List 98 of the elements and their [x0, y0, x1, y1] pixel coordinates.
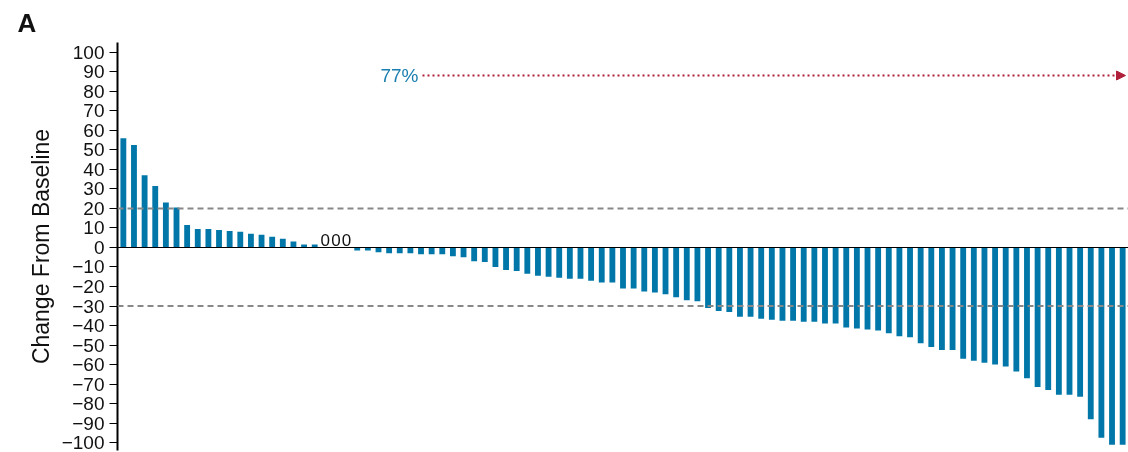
bar	[683, 247, 690, 301]
y-tick-label: −100	[61, 432, 105, 452]
bar	[141, 175, 148, 248]
bar	[1024, 247, 1030, 379]
bar	[875, 247, 882, 331]
bar	[885, 247, 892, 334]
bar	[439, 247, 446, 255]
bar	[131, 144, 137, 248]
bar	[237, 231, 244, 248]
bar	[960, 247, 967, 359]
bar	[609, 247, 616, 283]
bar	[1002, 247, 1009, 367]
chart-title: A	[17, 7, 37, 38]
bar	[524, 247, 531, 274]
y-tick-label: 10	[83, 217, 105, 239]
bar	[247, 233, 254, 248]
bar	[832, 247, 839, 324]
bar	[1109, 247, 1115, 445]
y-tick-label: −50	[72, 334, 105, 356]
bar	[992, 247, 999, 365]
bar	[588, 247, 595, 281]
bar	[545, 247, 552, 277]
bar	[620, 247, 626, 289]
bar	[726, 247, 733, 312]
y-tick-label: −20	[72, 276, 105, 298]
bar	[715, 247, 722, 311]
bar	[503, 247, 509, 270]
bar	[162, 202, 169, 248]
bar	[800, 247, 807, 322]
y-tick-label: 40	[83, 158, 105, 180]
bar	[226, 230, 233, 248]
bar	[152, 185, 159, 248]
bar	[790, 247, 797, 321]
y-tick-label: 90	[83, 61, 105, 83]
y-tick-label: 80	[83, 80, 105, 102]
bar	[758, 247, 765, 319]
y-tick-label: −80	[72, 393, 105, 415]
bar	[194, 228, 201, 248]
y-tick-label: 70	[83, 100, 105, 122]
bar	[205, 228, 212, 248]
bar	[737, 247, 743, 317]
bar	[1119, 247, 1126, 445]
bar	[651, 247, 658, 293]
bar	[917, 247, 924, 344]
bar	[853, 247, 860, 329]
bar	[1087, 247, 1094, 420]
bar	[1013, 247, 1020, 372]
bar	[598, 247, 605, 283]
bar	[120, 138, 127, 248]
data-label: 0	[320, 231, 331, 251]
bar	[513, 247, 520, 271]
y-tick-label: 60	[83, 119, 105, 141]
bar	[1077, 247, 1084, 397]
bar	[843, 247, 850, 328]
bar	[269, 236, 276, 248]
bar	[822, 247, 828, 324]
data-label: 0	[341, 231, 352, 251]
y-tick-label: −40	[72, 315, 105, 337]
bar	[481, 247, 488, 263]
y-tick-label: 100	[72, 41, 105, 63]
bar	[279, 238, 286, 248]
bar	[216, 229, 222, 248]
bar	[1098, 247, 1105, 438]
bar	[471, 247, 478, 262]
bar	[1034, 247, 1041, 388]
bar	[768, 247, 775, 320]
annotation: 77%	[380, 65, 419, 86]
y-tick-label: 0	[93, 236, 105, 258]
y-tick-label: −90	[72, 412, 105, 434]
bar	[811, 247, 818, 322]
y-tick-label: −30	[72, 295, 105, 317]
bar	[907, 247, 913, 338]
y-tick-label: 20	[83, 197, 105, 219]
bar	[694, 247, 701, 302]
bar	[673, 247, 680, 298]
bar	[705, 247, 711, 308]
y-tick-label: −70	[72, 373, 105, 395]
bar	[556, 247, 563, 278]
y-tick-label: −60	[72, 354, 105, 376]
y-tick-label: −10	[72, 256, 105, 278]
data-label: 0	[331, 231, 341, 251]
bar	[535, 247, 541, 276]
bar	[184, 225, 191, 248]
bar	[1045, 247, 1052, 390]
y-tick-label: 50	[83, 139, 105, 161]
bar	[896, 247, 903, 337]
bar	[566, 247, 573, 279]
bar	[939, 247, 945, 350]
bar	[1055, 247, 1062, 395]
bar	[449, 247, 456, 257]
bar	[970, 247, 977, 361]
y-tick-label: 30	[83, 178, 105, 200]
bar	[418, 247, 424, 255]
bar	[428, 247, 435, 255]
bar	[641, 247, 648, 292]
bar	[630, 247, 637, 289]
y-axis-title: Change From Baseline	[27, 128, 54, 365]
bar	[928, 247, 935, 348]
